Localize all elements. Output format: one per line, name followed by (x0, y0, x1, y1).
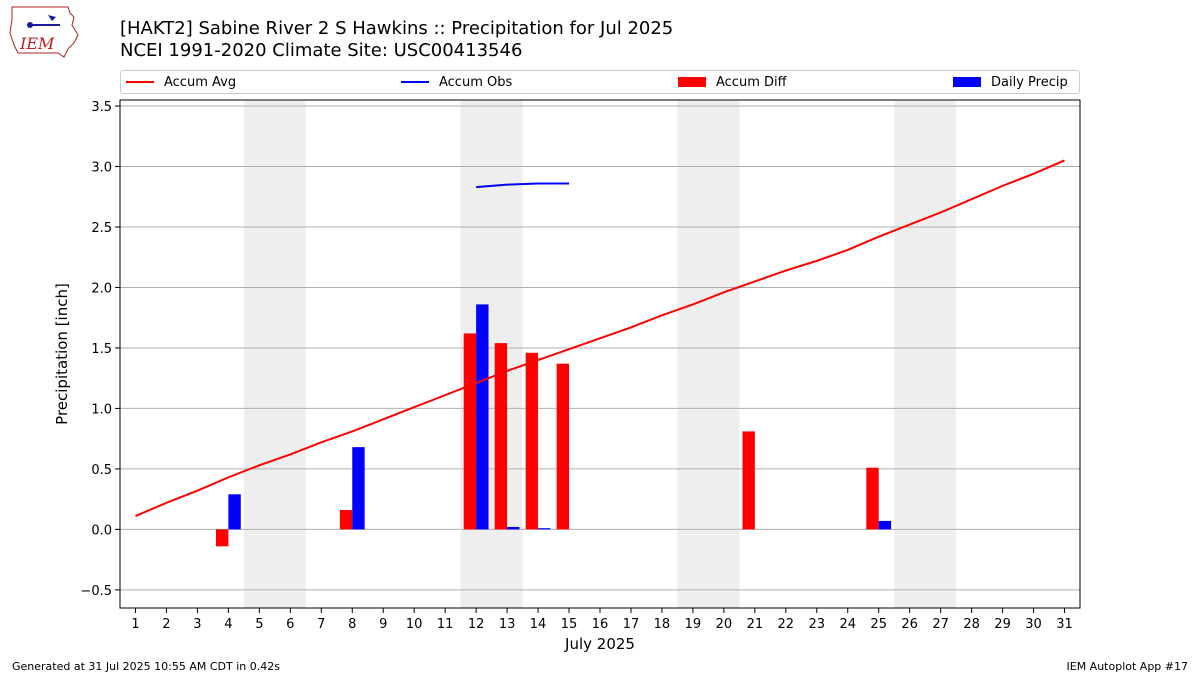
x-tick-label: 19 (685, 617, 702, 632)
x-tick-label: 8 (348, 617, 356, 632)
y-tick-label: 2.0 (91, 281, 112, 296)
x-tick-label: 17 (623, 617, 640, 632)
x-tick-label: 4 (224, 617, 232, 632)
x-tick-label: 30 (1025, 617, 1042, 632)
x-tick-label: 23 (809, 617, 826, 632)
x-tick-label: 22 (778, 617, 795, 632)
y-axis-label: Precipitation [inch] (53, 283, 71, 425)
x-tick-label: 21 (747, 617, 764, 632)
x-tick-label: 31 (1056, 617, 1073, 632)
y-tick-label: 3.5 (91, 100, 112, 115)
legend-item-daily-precip: Daily Precip (953, 71, 1068, 93)
weekend-shade (243, 100, 306, 608)
weekend-shade (677, 100, 740, 608)
bar-accum-diff (494, 343, 508, 530)
x-tick-label: 28 (963, 617, 980, 632)
x-tick-label: 3 (193, 617, 201, 632)
flag-icon (48, 15, 56, 21)
footer-app: IEM Autoplot App #17 (1066, 660, 1189, 673)
x-tick-label: 16 (592, 617, 609, 632)
x-tick-label: 25 (870, 617, 887, 632)
x-tick-label: 20 (716, 617, 733, 632)
x-tick-label: 5 (255, 617, 263, 632)
x-tick-label: 13 (499, 617, 516, 632)
legend-label-accum-diff: Accum Diff (716, 74, 787, 90)
x-tick-label: 24 (839, 617, 856, 632)
bar-accum-diff (525, 352, 539, 530)
bar-daily-precip (878, 520, 892, 530)
x-tick-label: 2 (162, 617, 170, 632)
bar-accum-diff (339, 510, 353, 530)
legend-swatch-accum-diff (678, 77, 706, 87)
line-accum-avg (135, 159, 1065, 517)
bar-accum-diff (463, 333, 477, 530)
bar-daily-precip (538, 528, 551, 530)
legend-label-accum-avg: Accum Avg (164, 74, 237, 90)
logo-text: IEM (19, 34, 55, 53)
footer-generated: Generated at 31 Jul 2025 10:55 AM CDT in… (12, 660, 280, 673)
bar-accum-diff (866, 467, 879, 530)
legend-label-accum-obs: Accum Obs (439, 74, 513, 90)
legend-swatch-accum-avg (126, 81, 154, 83)
x-tick-label: 6 (286, 617, 294, 632)
legend-swatch-accum-obs (401, 81, 429, 83)
legend-item-accum-obs: Accum Obs (401, 71, 512, 93)
x-axis-label: July 2025 (564, 635, 635, 653)
bar-daily-precip (228, 494, 241, 530)
x-tick-label: 27 (932, 617, 949, 632)
legend-item-accum-avg: Accum Avg (126, 71, 236, 93)
x-tick-label: 1 (131, 617, 139, 632)
iem-logo: IEM (8, 5, 80, 59)
y-tick-label: 1.5 (91, 342, 112, 357)
legend-item-accum-diff: Accum Diff (678, 71, 787, 93)
y-tick-label: 0.0 (91, 523, 112, 538)
bar-accum-diff (216, 529, 229, 547)
chart-title: [HAKT2] Sabine River 2 S Hawkins :: Prec… (120, 18, 674, 39)
x-tick-label: 29 (994, 617, 1011, 632)
y-tick-label: 3.0 (91, 161, 112, 176)
x-tick-label: 9 (379, 617, 387, 632)
x-tick-label: 26 (901, 617, 918, 632)
x-tick-label: 12 (468, 617, 485, 632)
x-tick-label: 18 (654, 617, 671, 632)
weekend-shade (894, 100, 957, 608)
bar-daily-precip (507, 526, 520, 530)
bar-accum-diff (556, 363, 570, 530)
bar-accum-diff (742, 431, 755, 530)
y-tick-label: 0.5 (91, 463, 112, 478)
x-tick-label: 10 (406, 617, 423, 632)
legend: Accum Avg Accum Obs Accum Diff Daily Pre… (120, 70, 1080, 94)
chart-subtitle: NCEI 1991-2020 Climate Site: USC00413546 (120, 40, 523, 61)
x-tick-label: 15 (561, 617, 578, 632)
bar-daily-precip (476, 304, 489, 530)
legend-swatch-daily-precip (953, 77, 981, 87)
iowa-outline-icon (9, 6, 79, 58)
iem-logo-graphic: IEM (9, 6, 79, 58)
legend-label-daily-precip: Daily Precip (991, 74, 1068, 90)
y-tick-label: −0.5 (80, 584, 112, 599)
bar-daily-precip (352, 447, 365, 530)
y-tick-label: 1.0 (91, 402, 112, 417)
x-tick-label: 14 (530, 617, 547, 632)
line-accum-obs (476, 182, 570, 189)
x-tick-label: 7 (317, 617, 325, 632)
x-tick-label: 11 (437, 617, 454, 632)
y-tick-label: 2.5 (91, 221, 112, 236)
